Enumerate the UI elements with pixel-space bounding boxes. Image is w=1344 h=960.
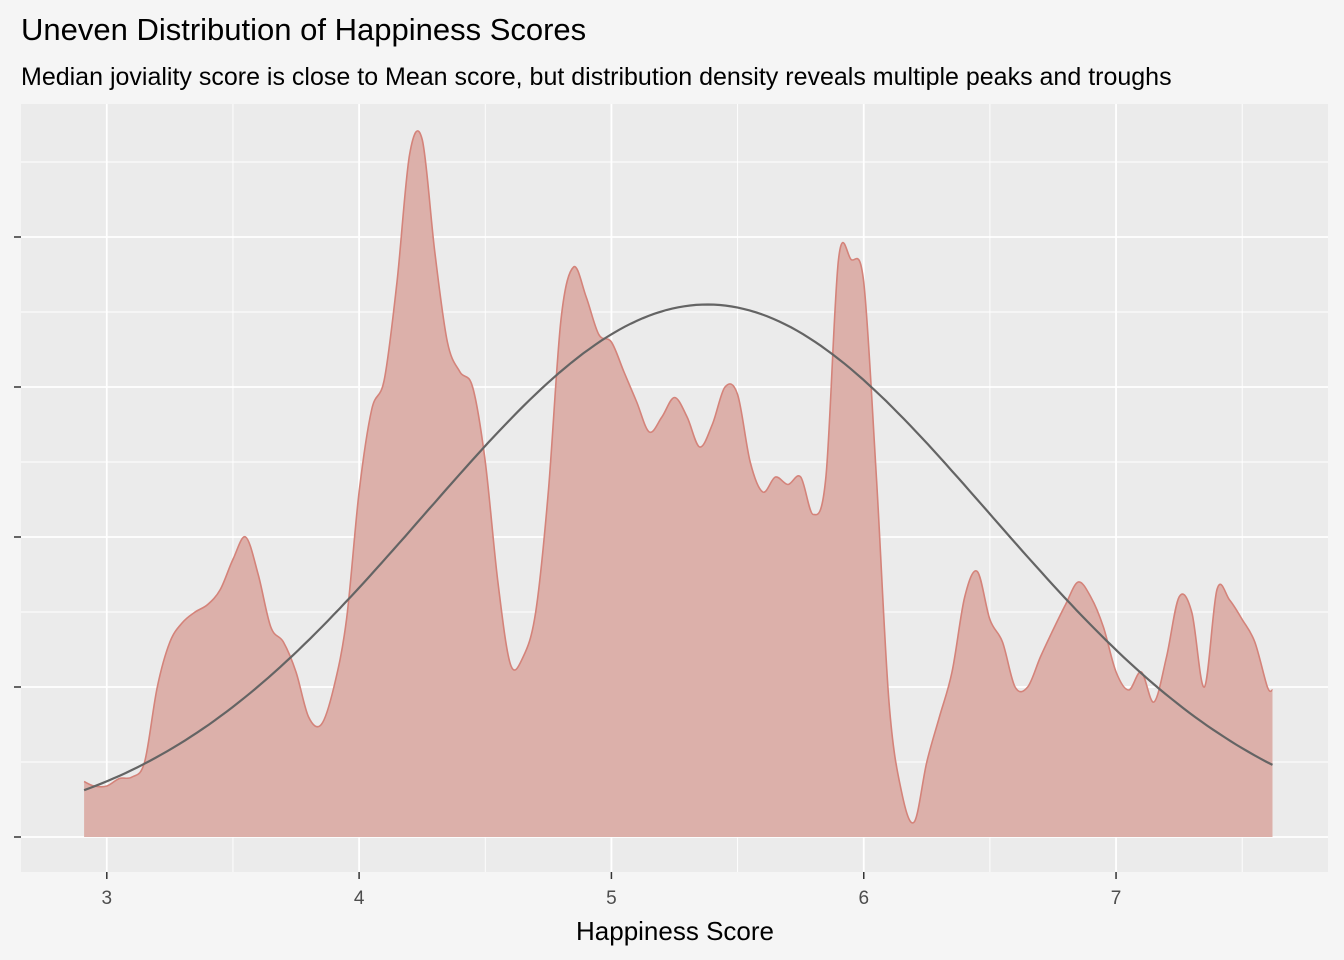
x-tick-label: 3 — [101, 888, 112, 909]
normal-curve-line — [83, 303, 1273, 792]
x-tick-label: 5 — [606, 888, 617, 909]
chart-title: Uneven Distribution of Happiness Scores — [21, 12, 586, 47]
density-area — [84, 130, 1273, 837]
x-axis-title: Happiness Score — [576, 916, 774, 946]
data-layer — [83, 130, 1274, 837]
density-outline — [83, 130, 1274, 824]
x-tick-label: 6 — [858, 888, 869, 909]
axes: 3 4 5 6 7 — [14, 236, 1122, 909]
x-tick-label: 7 — [1111, 888, 1122, 909]
chart-subtitle: Median joviality score is close to Mean … — [21, 63, 1172, 91]
x-tick-label: 4 — [354, 888, 365, 909]
